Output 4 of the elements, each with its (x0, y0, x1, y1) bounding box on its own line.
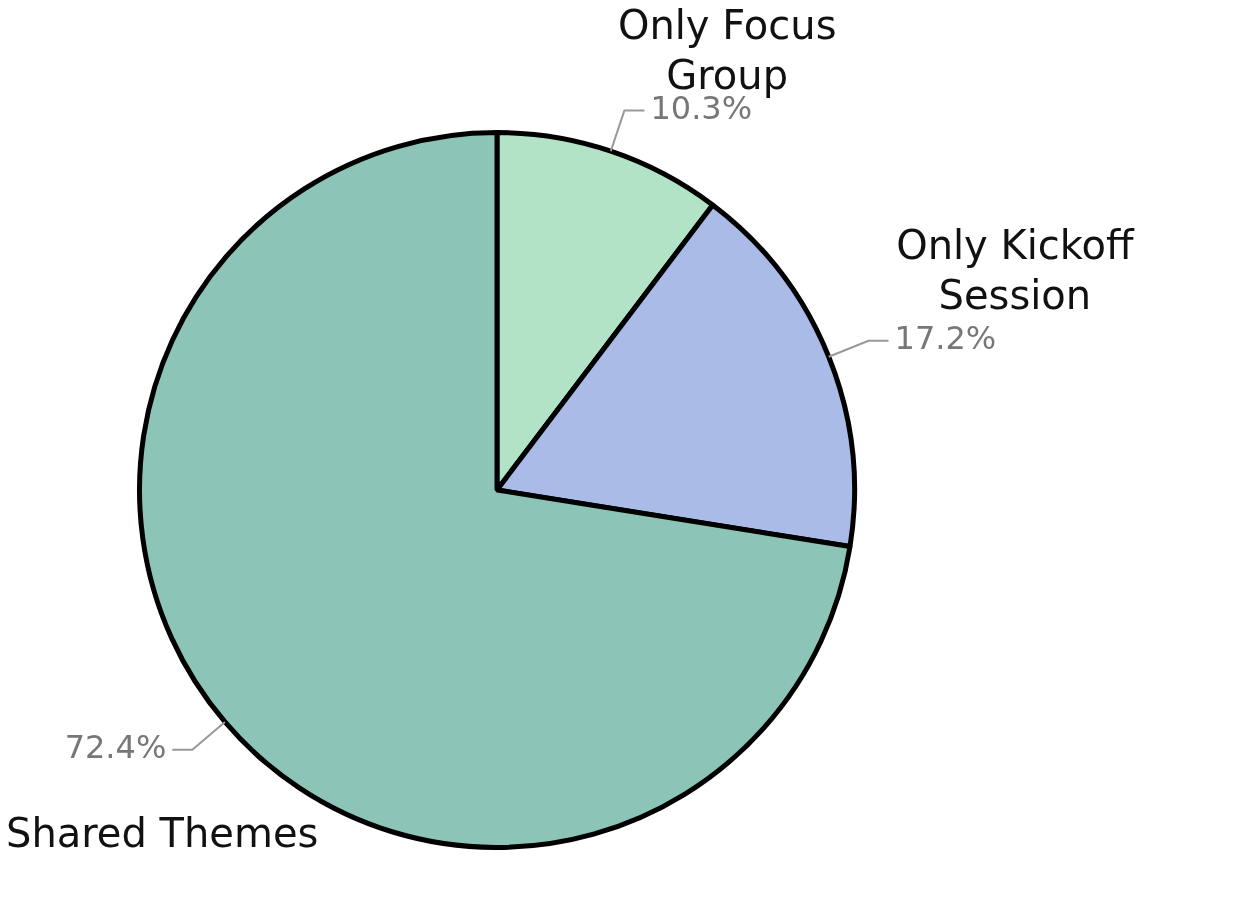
slice-label: Shared Themes (6, 809, 319, 856)
data-label: 17.2% (894, 319, 997, 358)
data-label: 72.4% (64, 728, 167, 767)
slice-label: Only Kickoff Session (896, 222, 1136, 319)
